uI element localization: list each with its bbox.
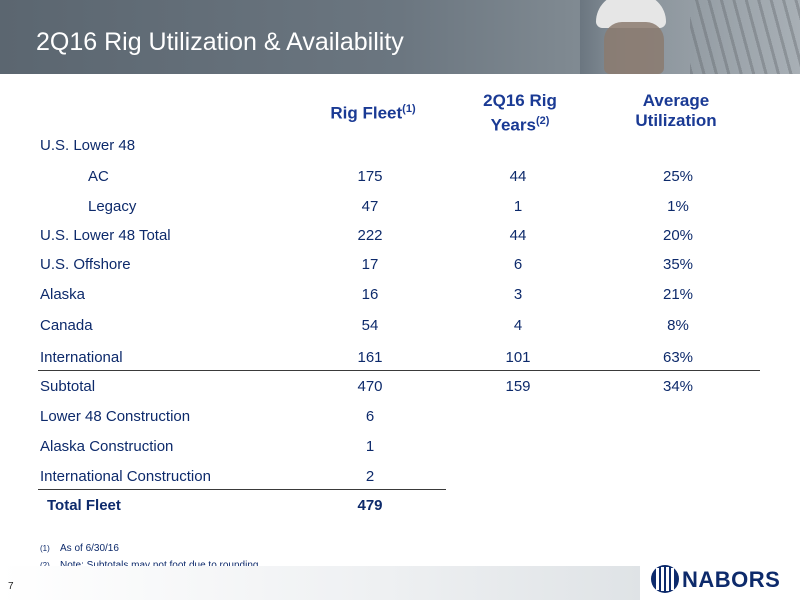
years-value: 6 [513,256,523,273]
row-label: International [40,349,123,366]
years-value: 44 [509,227,527,244]
nabors-logo: NABORS [648,563,788,595]
logo-text: NABORS [682,567,781,592]
footnote-1: (1) As of 6/30/16 [40,543,119,554]
row-label: U.S. Offshore [40,256,131,273]
fleet-value: 6 [365,408,375,425]
row-label: Legacy [88,198,137,215]
fleet-value: 470 [357,378,383,395]
footnote-text: Note: Subtotals may not foot due to roun… [60,560,258,571]
row-label: U.S. Lower 48 Total [40,227,171,244]
fleet-value: 222 [357,227,383,244]
fleet-value: 1 [365,438,375,455]
header-photo [580,0,800,74]
utilization-value: 63% [662,349,694,366]
row-label: International Construction [40,468,211,485]
header-average-utilization: Average Utilization [635,91,717,130]
total-divider [38,489,446,490]
fleet-value: 17 [361,256,379,273]
fleet-value: 47 [361,198,379,215]
fleet-value: 2 [365,468,375,485]
utilization-value: 1% [667,198,689,215]
years-value: 1 [513,198,523,215]
years-value: 44 [509,168,527,185]
years-value: 101 [505,349,531,366]
years-value: 3 [513,286,523,303]
row-label: Subtotal [40,378,96,395]
total-fleet-value: 479 [357,497,383,514]
row-label: Lower 48 Construction [40,408,191,425]
utilization-value: 21% [662,286,694,303]
page-title: 2Q16 Rig Utilization & Availability [36,28,404,56]
row-label: U.S. Lower 48 [40,137,136,154]
header-banner: 2Q16 Rig Utilization & Availability [0,0,800,74]
footnote-mark: (1) [40,544,50,553]
total-fleet-label: Total Fleet [47,497,121,514]
row-label: Canada [40,317,93,334]
years-value: 159 [505,378,531,395]
years-value: 4 [513,317,523,334]
utilization-value: 20% [662,227,694,244]
header-rig-fleet: Rig Fleet(1) [330,103,416,123]
nabors-logo-icon [651,565,679,593]
fleet-value: 54 [361,317,379,334]
page-number: 7 [8,581,14,592]
header-rig-years: 2Q16 Rig Years(2) [483,91,557,135]
fleet-value: 16 [361,286,379,303]
utilization-value: 34% [662,378,694,395]
footnote-mark: (2) [40,561,60,570]
footer-bar [0,566,640,600]
subtotal-divider [38,370,760,371]
row-label: Alaska [40,286,86,303]
fleet-value: 161 [357,349,383,366]
utilization-value: 8% [667,317,689,334]
footnote-text: As of 6/30/16 [60,543,119,554]
fleet-value: 175 [357,168,383,185]
footnote-2: (2)Note: Subtotals may not foot due to r… [40,560,258,571]
row-label: AC [88,168,109,185]
utilization-value: 35% [662,256,694,273]
utilization-value: 25% [662,168,694,185]
row-label: Alaska Construction [40,438,174,455]
